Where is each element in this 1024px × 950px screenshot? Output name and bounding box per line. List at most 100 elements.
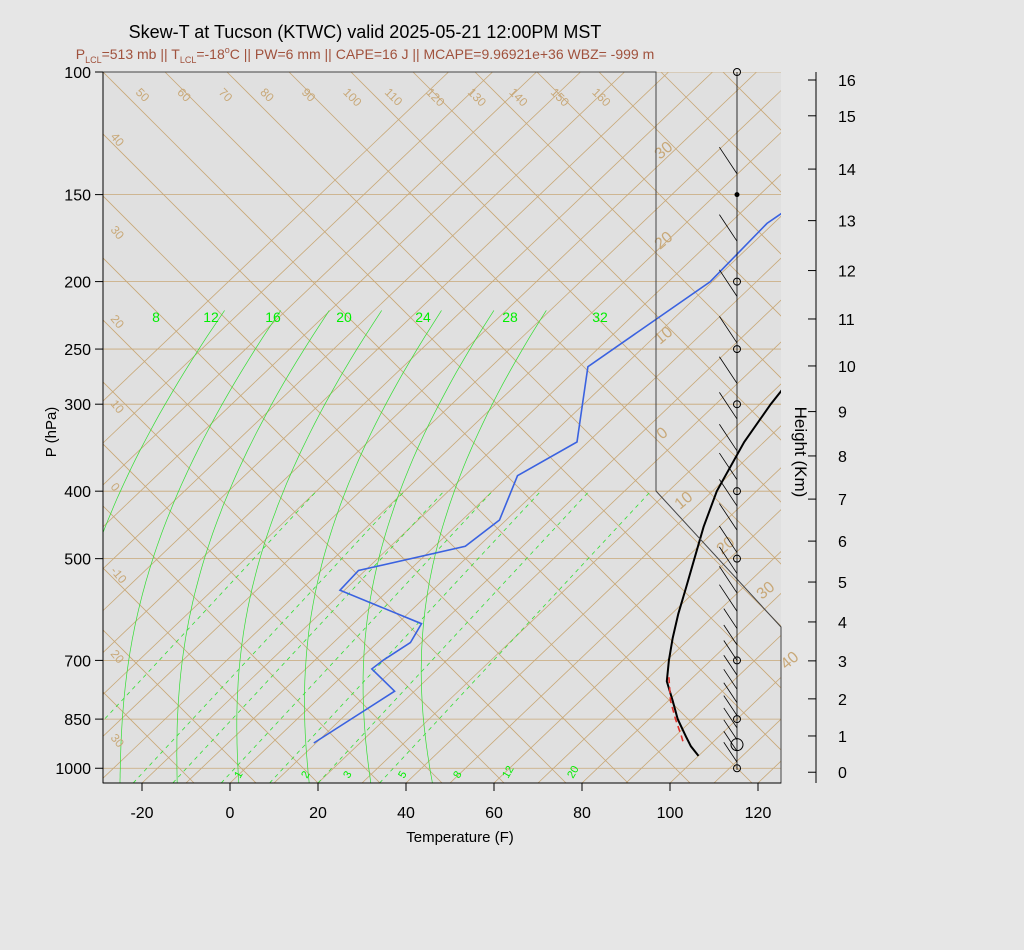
height-tick-label: 5 [838,575,847,592]
wind-barb [723,640,738,661]
wind-barb [719,566,738,594]
height-tick-label: 10 [838,359,856,376]
y-tick-label: 400 [64,484,91,501]
dry-adiabat-line [474,72,781,379]
wind-marker [733,400,741,409]
subtitle-part-3: =513 mb || T [102,46,181,62]
mixing-ratio-label: 8 [451,769,464,780]
wind-marker [733,715,741,724]
x-axis-label: Temperature (F) [406,829,514,846]
x-tick-label: 40 [397,805,415,822]
wind-barb [723,624,738,646]
wet-bulb-label: 12 [203,309,219,325]
x-tick-label: -20 [130,805,153,822]
mixing-ratio-label: 5 [396,769,409,780]
isotherm-line [103,72,581,528]
wind-marker [733,764,741,773]
dry-adiabat-line [103,195,691,783]
dry-adiabat-line [350,72,781,503]
height-tick-label: 6 [838,534,847,551]
y-tick-label: 100 [64,65,91,82]
dry-adiabat-line [103,381,505,783]
subtitle-part-7: C || PW=6 mm || CAPE=16 J || MCAPE=9.969… [230,46,655,62]
wind-barb [723,669,738,690]
isotherm-line [361,383,781,783]
isotherm-line [103,72,449,402]
mixing-ratio-label: 20 [565,764,582,781]
wind-barb [723,682,738,703]
y-tick-label: 700 [64,653,91,670]
wet-bulb-label: 8 [152,309,160,325]
chart-subtitle: PLCL=513 mb || TLCL=-18oC || PW=6 mm || … [76,45,655,65]
isotherm-line [890,72,1024,783]
x-tick-label: 60 [485,805,503,822]
background-guides [103,72,1024,783]
chart-title: Skew-T at Tucson (KTWC) valid 2025-05-21… [129,22,602,42]
moist-adiabat-line [420,310,547,783]
mixing-ratio-label: 1 [232,769,245,780]
x-tick-label: 120 [745,805,772,822]
dry-adiabat-line [103,319,567,783]
mixing-ratio-line [379,490,652,783]
isotherm-line [581,592,781,783]
wind-barb [719,316,738,344]
dry-adiabat-line [226,72,781,627]
moist-adiabat-line [304,310,442,783]
isotherm-line [317,341,781,783]
dry-adiabat-line [103,567,319,783]
subtitle-part-1: P [76,46,85,62]
y-tick-label: 300 [64,397,91,414]
moist-adiabat-line [236,310,382,783]
isotherm-line [185,215,781,783]
isotherm-line [229,257,781,783]
wet-bulb-label: 32 [592,309,608,325]
dry-adiabat-line [288,72,781,565]
parcel-line [668,677,685,744]
wind-barb [723,608,738,629]
isotherm-line [802,72,1024,783]
subtitle-part-5: =-18 [196,46,225,62]
wind-barb [723,719,738,740]
y-tick-label: 250 [64,342,91,359]
dewpoint-line [313,212,781,744]
mixing-ratio-line [132,490,405,783]
mixing-ratio-line [103,490,317,722]
dry-adiabat-line [164,72,781,689]
wind-barb [719,546,738,574]
wind-marker [733,656,741,665]
isotherm-line [103,72,757,695]
wind-barb [723,741,738,763]
wind-barb [719,479,738,507]
y-tick-label: 500 [64,552,91,569]
height-tick-label: 3 [838,654,847,671]
x-tick-label: 0 [226,805,235,822]
isotherm-line [537,551,781,783]
sounding-profiles [313,212,781,757]
dry-adiabat-line [103,443,443,783]
dry-adiabat-line [103,691,195,783]
wind-barb [719,356,738,384]
height-tick-label: 12 [838,264,856,281]
wind-column [719,68,744,773]
height-axis-label: Height (Km) [791,407,810,498]
wet-bulb-label: 20 [336,309,352,325]
isotherm-line [103,72,537,486]
height-tick-label: 14 [838,162,856,179]
dry-adiabat-line [103,257,629,783]
isotherm-line [934,72,1024,783]
axes: -20 0 20 40 60 80 100 1201001502002503004005007… [55,65,855,822]
wind-barb [723,707,738,729]
wind-barb [723,655,738,676]
mixing-ratio-label: 12 [500,764,517,781]
x-tick-label: 80 [573,805,591,822]
mixing-ratio-line [269,490,542,783]
dry-adiabat-line [103,505,381,783]
mixing-ratio-line [172,490,445,783]
dry-adiabat-line [103,72,781,751]
wind-marker [733,345,741,354]
height-tick-label: 7 [838,492,847,509]
wind-barb [719,146,738,174]
wind-marker [733,277,741,286]
height-tick-label: 1 [838,729,847,746]
dry-adiabat-line [412,72,781,441]
